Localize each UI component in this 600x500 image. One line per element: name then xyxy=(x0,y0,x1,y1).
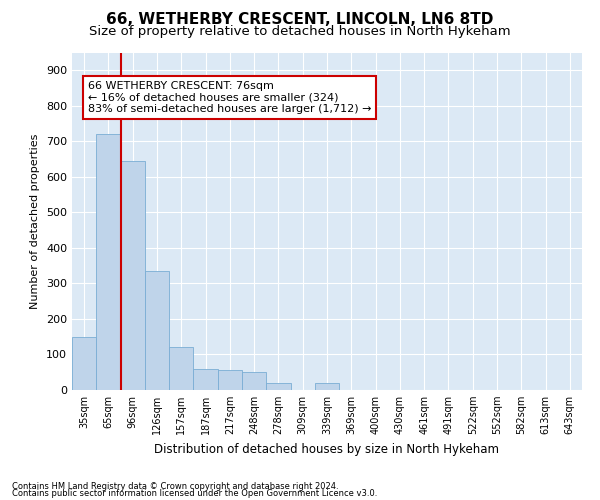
Y-axis label: Number of detached properties: Number of detached properties xyxy=(31,134,40,309)
Text: 66 WETHERBY CRESCENT: 76sqm
← 16% of detached houses are smaller (324)
83% of se: 66 WETHERBY CRESCENT: 76sqm ← 16% of det… xyxy=(88,81,371,114)
Bar xyxy=(145,271,169,390)
Bar xyxy=(242,372,266,390)
X-axis label: Distribution of detached houses by size in North Hykeham: Distribution of detached houses by size … xyxy=(155,442,499,456)
Text: Contains HM Land Registry data © Crown copyright and database right 2024.: Contains HM Land Registry data © Crown c… xyxy=(12,482,338,491)
Text: 66, WETHERBY CRESCENT, LINCOLN, LN6 8TD: 66, WETHERBY CRESCENT, LINCOLN, LN6 8TD xyxy=(106,12,494,28)
Bar xyxy=(315,383,339,390)
Bar xyxy=(266,383,290,390)
Bar xyxy=(218,370,242,390)
Bar xyxy=(121,161,145,390)
Bar xyxy=(96,134,121,390)
Text: Contains public sector information licensed under the Open Government Licence v3: Contains public sector information licen… xyxy=(12,490,377,498)
Bar xyxy=(193,368,218,390)
Bar xyxy=(72,336,96,390)
Text: Size of property relative to detached houses in North Hykeham: Size of property relative to detached ho… xyxy=(89,25,511,38)
Bar xyxy=(169,348,193,390)
